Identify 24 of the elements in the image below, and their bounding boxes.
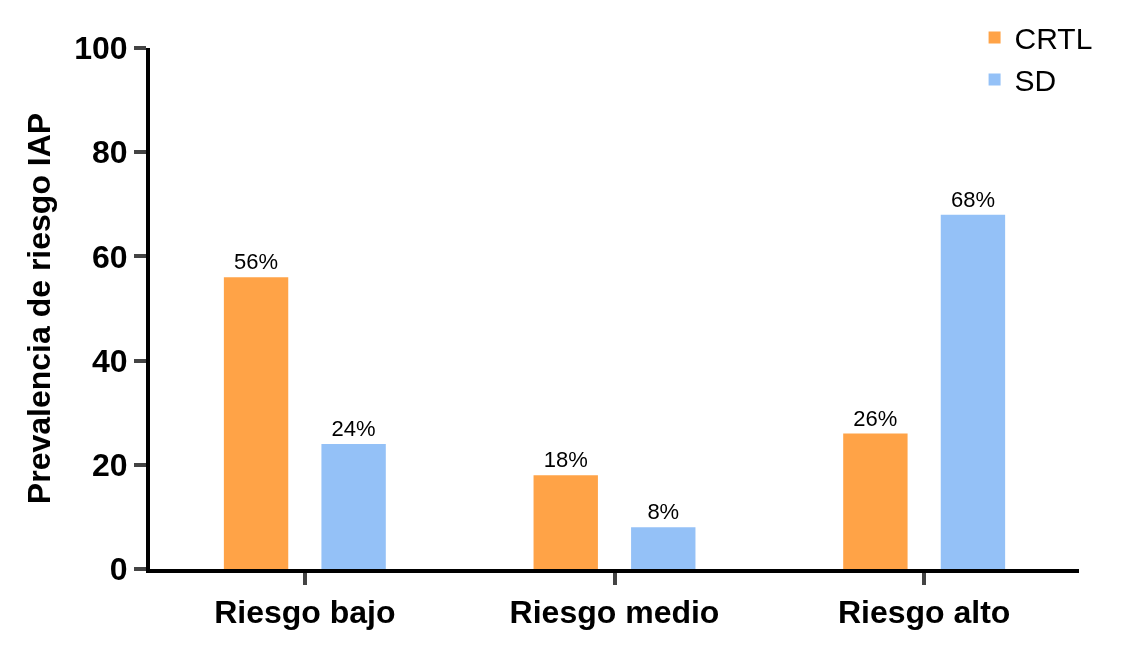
- bar: [631, 527, 696, 569]
- y-tick-label: 40: [92, 342, 128, 379]
- y-tick-label: 60: [92, 238, 128, 275]
- y-tick-label: 20: [92, 447, 128, 483]
- y-axis-title: Prevalencia de riesgo IAP: [21, 112, 58, 505]
- data-label: 24%: [331, 415, 376, 441]
- y-tick-label: 80: [92, 134, 128, 171]
- bar: [843, 433, 908, 569]
- x-tick-label: Riesgo alto: [837, 594, 1011, 631]
- bar: [533, 475, 598, 569]
- y-tick-label: 0: [109, 551, 128, 588]
- data-label: 18%: [543, 447, 588, 473]
- data-label: 8%: [647, 499, 680, 525]
- data-label: 68%: [950, 186, 995, 212]
- data-label: 26%: [853, 405, 898, 431]
- y-tick-label: 100: [74, 30, 128, 67]
- legend-label: CRTL: [1014, 22, 1093, 56]
- bar: [321, 443, 386, 569]
- x-tick-label: Riesgo bajo: [214, 594, 396, 631]
- bar: [940, 214, 1006, 569]
- legend-label: SD: [1014, 64, 1057, 98]
- data-label: 56%: [234, 249, 279, 275]
- bar: [223, 277, 289, 569]
- x-tick-label: Riesgo medio: [509, 594, 720, 631]
